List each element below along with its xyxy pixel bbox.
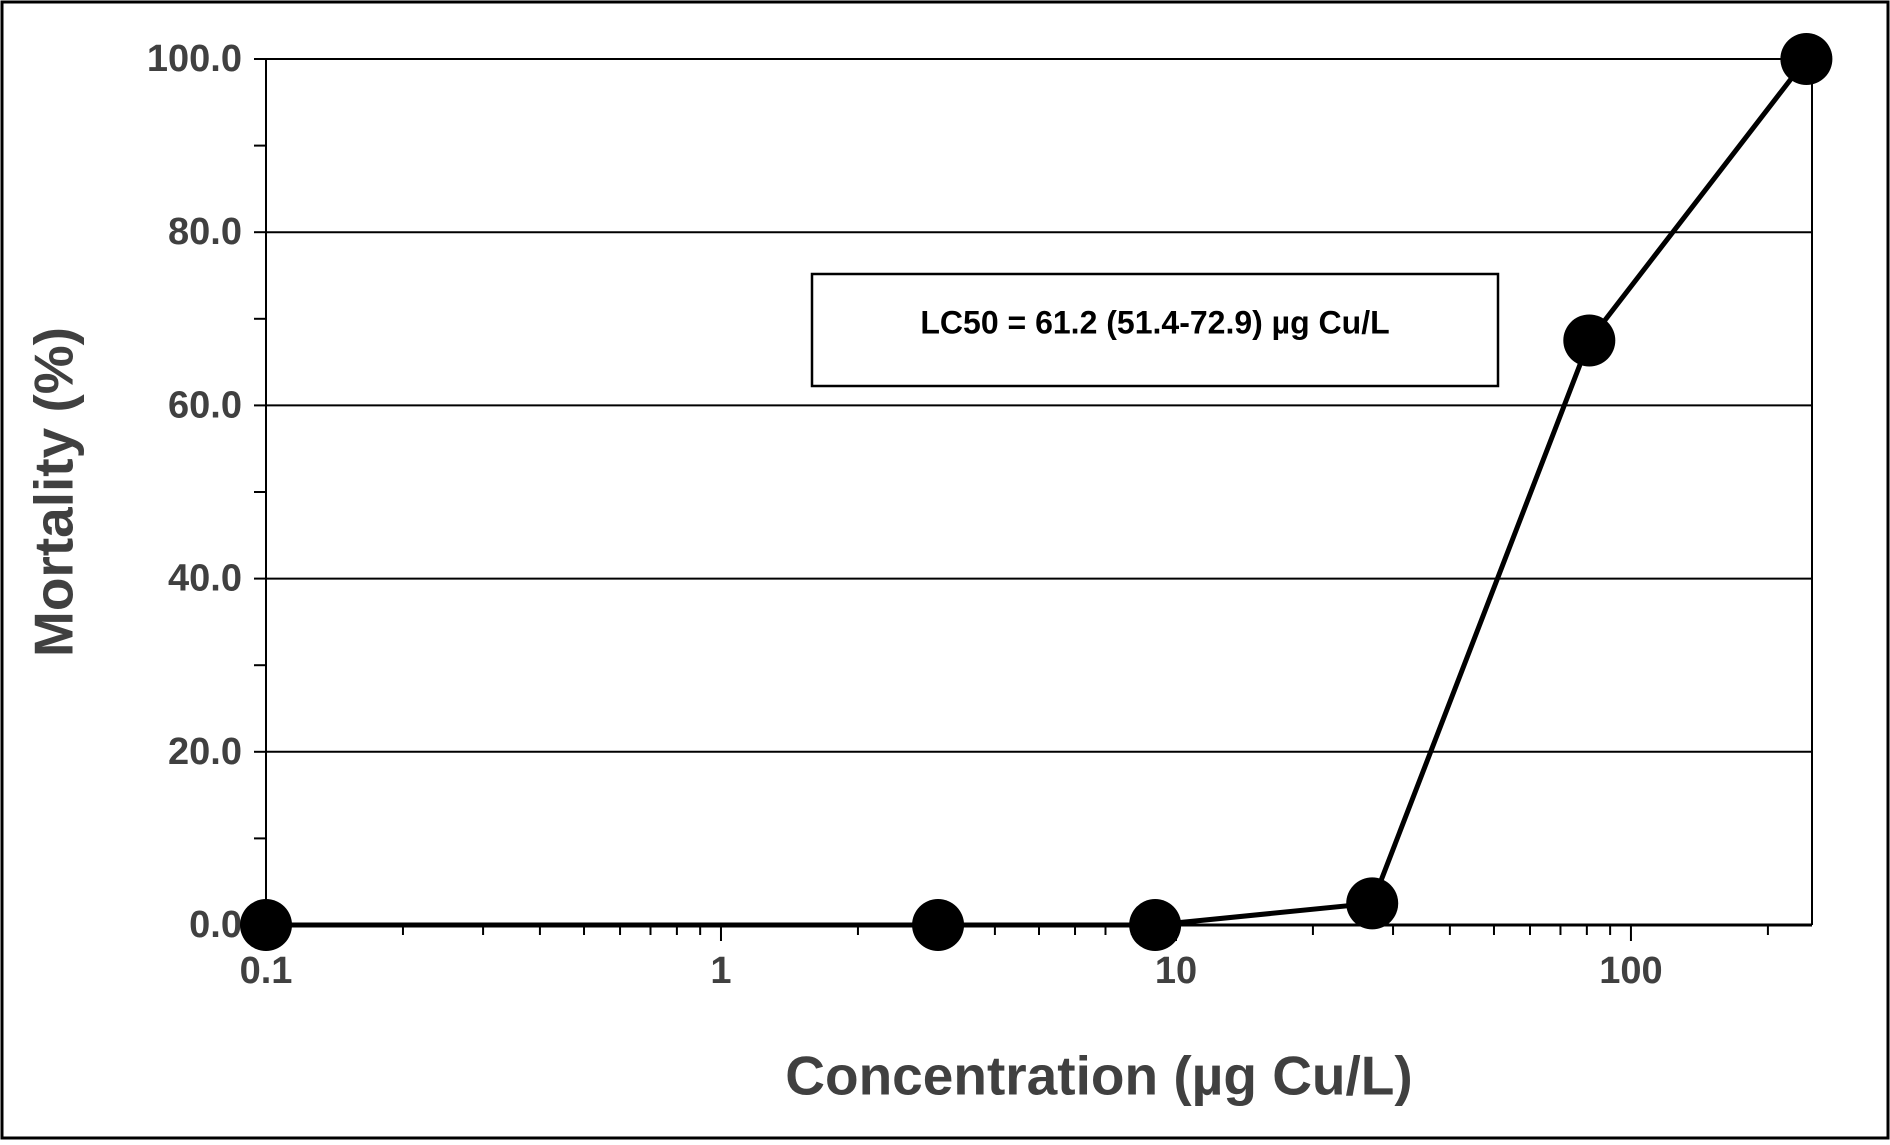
y-tick-label: 40.0 (168, 558, 242, 600)
y-tick-label: 20.0 (168, 731, 242, 773)
data-point (1563, 314, 1616, 367)
x-tick-label: 100 (1599, 950, 1662, 992)
y-tick-label: 100.0 (147, 38, 242, 80)
y-tick-label: 60.0 (168, 384, 242, 426)
data-point (1780, 33, 1833, 85)
data-point (1129, 899, 1182, 951)
y-tick-label: 80.0 (168, 211, 242, 253)
x-tick-label: 0.1 (240, 950, 293, 992)
y-tick-label: 0.0 (189, 904, 242, 946)
data-point (240, 899, 292, 951)
data-point (912, 899, 965, 951)
data-point (1346, 877, 1399, 930)
annotation-box (810, 272, 1500, 388)
y-axis-title: Mortality (%) (23, 327, 85, 657)
x-tick-label: 10 (1155, 950, 1197, 992)
annotation: LC50 = 61.2 (51.4-72.9) µg Cu/L (920, 304, 1389, 340)
x-axis-title: Concentration (µg Cu/L) (785, 1045, 1412, 1107)
data-line (266, 57, 1809, 928)
x-tick-label: 1 (710, 950, 731, 992)
